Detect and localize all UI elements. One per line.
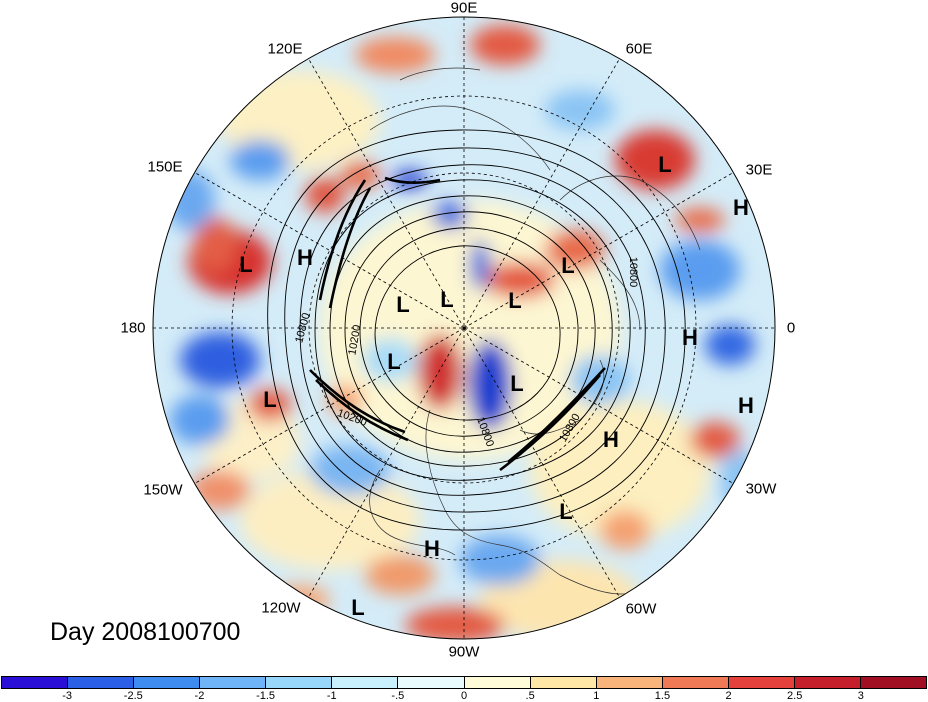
colorbar-tick-label: -2 [194, 690, 205, 702]
colorbar-tick-label: -2.5 [123, 690, 143, 702]
jet-streaks [309, 176, 606, 472]
colorbar-cell [596, 677, 663, 688]
colorbar-tick-label: 1 [593, 690, 600, 702]
lon-label-120e: 120E [267, 40, 303, 58]
lon-label-150e: 150E [147, 158, 183, 176]
colorbar-cell [861, 677, 927, 688]
pressure-center: L [351, 595, 365, 620]
colorbar-tick-label: -3 [62, 690, 73, 702]
colorbar-cell [134, 677, 201, 688]
pressure-center: L [396, 292, 410, 317]
pressure-center: L [508, 288, 522, 313]
colorbar-tick-label: 3 [857, 690, 864, 702]
pressure-center: H [733, 195, 749, 220]
colorbar-tick-label: -.5 [391, 690, 405, 702]
pressure-center: L [239, 252, 253, 277]
pressure-center: H [424, 536, 440, 561]
colorbar-cell [332, 677, 399, 688]
colorbar-tick-label: .5 [525, 690, 535, 702]
lon-label-180: 180 [120, 319, 146, 337]
colorbar-cell [68, 677, 135, 688]
colorbar-cell [266, 677, 333, 688]
contour-label: 10800 [627, 256, 639, 288]
pressure-center: H [738, 393, 754, 418]
pressure-center: L [387, 349, 401, 374]
colorbar-tick-label: -1.5 [256, 690, 276, 702]
colorbar-cell [2, 677, 69, 688]
lon-label-0: 0 [786, 319, 796, 337]
lon-label-60e: 60E [625, 40, 653, 58]
colorbar [1, 676, 927, 689]
colorbar-cell [728, 677, 795, 688]
lon-label-30e: 30E [745, 161, 773, 179]
colorbar-cell [662, 677, 729, 688]
colorbar-tick-label: 2 [725, 690, 732, 702]
lon-label-30w: 30W [745, 480, 777, 498]
lon-label-90e: 90E [450, 0, 478, 17]
lon-label-60w: 60W [625, 600, 657, 618]
colorbar-tick-label: 2.5 [787, 690, 803, 702]
colorbar-tick-label: -1 [326, 690, 337, 702]
colorbar-tick-label: 1.5 [654, 690, 671, 702]
colorbar-cell [794, 677, 862, 688]
colorbar-cell [398, 677, 465, 688]
pressure-center: L [561, 253, 575, 278]
pressure-center: H [297, 245, 313, 270]
lon-label-90w: 90W [448, 643, 480, 661]
pressure-center: L [559, 499, 573, 524]
pressure-center: H [603, 427, 619, 452]
pressure-center: H [682, 325, 698, 350]
lon-label-120w: 120W [261, 599, 301, 617]
colorbar-tick-label: 0 [460, 690, 468, 702]
height-contours [267, 129, 686, 531]
pressure-center: L [510, 371, 524, 396]
colorbar-cell [200, 677, 267, 688]
pressure-center: L [440, 287, 454, 312]
pressure-center: L [658, 152, 672, 177]
pressure-center: L [263, 387, 277, 412]
lon-label-150w: 150W [143, 481, 183, 499]
graticule [153, 17, 775, 639]
colorbar-cell [530, 677, 597, 688]
day-title: Day 2008100700 [50, 618, 241, 646]
colorbar-cell [464, 677, 531, 688]
map-boundary [152, 16, 776, 640]
